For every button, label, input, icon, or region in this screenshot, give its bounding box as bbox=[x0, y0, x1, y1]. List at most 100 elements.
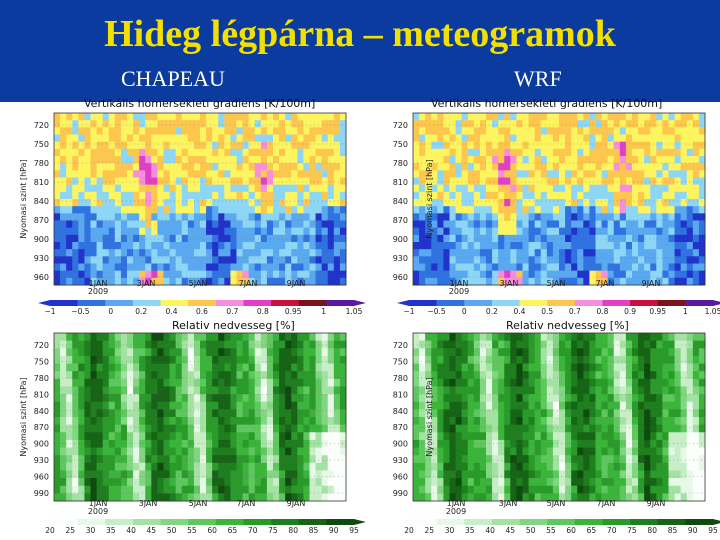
heatmap-cell bbox=[686, 220, 694, 229]
heatmap-cell bbox=[169, 485, 177, 494]
heatmap-cell bbox=[120, 277, 128, 286]
heatmap-cell bbox=[102, 177, 110, 186]
heatmap-cell bbox=[431, 401, 438, 410]
heatmap-cell bbox=[522, 455, 529, 464]
heatmap-cell bbox=[187, 424, 195, 433]
heatmap-cell bbox=[437, 120, 444, 128]
heatmap-cell bbox=[479, 249, 487, 257]
heatmap-cell bbox=[206, 199, 213, 207]
heatmap-cell bbox=[224, 256, 231, 264]
heatmap-field bbox=[413, 333, 706, 502]
heatmap-cell bbox=[583, 355, 590, 364]
heatmap-cell bbox=[309, 134, 316, 143]
heatmap-cell bbox=[486, 263, 493, 272]
heatmap-cell bbox=[54, 263, 61, 272]
heatmap-cell bbox=[498, 120, 505, 128]
heatmap-cell bbox=[127, 417, 134, 426]
heatmap-cell bbox=[510, 134, 517, 143]
colorbar-segment bbox=[602, 519, 631, 525]
heatmap-cell bbox=[619, 394, 627, 403]
heatmap-cell bbox=[169, 439, 177, 448]
heatmap-cell bbox=[595, 170, 602, 178]
heatmap-cell bbox=[212, 191, 219, 200]
heatmap-cell bbox=[127, 333, 134, 342]
heatmap-cell bbox=[90, 120, 97, 128]
heatmap-cell bbox=[680, 409, 688, 418]
heatmap-cell bbox=[516, 256, 523, 264]
heatmap-cell bbox=[583, 363, 590, 372]
heatmap-cell bbox=[127, 378, 134, 387]
heatmap-cell bbox=[522, 333, 529, 342]
heatmap-cell bbox=[54, 163, 61, 171]
heatmap-cell bbox=[273, 470, 280, 479]
heatmap-cell bbox=[455, 263, 463, 272]
heatmap-cell bbox=[157, 348, 164, 357]
heatmap-cell bbox=[650, 493, 657, 502]
heatmap-cell bbox=[248, 470, 256, 479]
heatmap-cell bbox=[534, 213, 542, 221]
heatmap-cell bbox=[254, 220, 262, 229]
heatmap-cell bbox=[212, 401, 219, 410]
heatmap-cell bbox=[224, 401, 231, 410]
heatmap-cell bbox=[212, 432, 219, 441]
heatmap-cell bbox=[315, 455, 323, 464]
heatmap-cell bbox=[486, 462, 493, 471]
heatmap-cell bbox=[339, 163, 347, 171]
heatmap-cell bbox=[193, 199, 201, 207]
heatmap-cell bbox=[698, 348, 706, 357]
heatmap-cell bbox=[102, 432, 110, 441]
heatmap-cell bbox=[218, 127, 225, 135]
colorbar: −1 −0.5 0 0.2 0.4 0.5 0.7 0.8 0.9 0.95 1 1.05 bbox=[397, 300, 720, 316]
heatmap-cell bbox=[546, 493, 554, 502]
heatmap-cell bbox=[273, 249, 280, 257]
heatmap-cell bbox=[181, 485, 189, 494]
heatmap-cell bbox=[163, 493, 170, 502]
heatmap-cell bbox=[236, 340, 243, 349]
heatmap-cell bbox=[650, 184, 657, 193]
heatmap-cell bbox=[200, 355, 207, 364]
heatmap-cell bbox=[114, 447, 122, 456]
heatmap-cell bbox=[692, 394, 700, 403]
heatmap-cell bbox=[449, 386, 456, 395]
heatmap-cell bbox=[625, 462, 633, 471]
heatmap-cell bbox=[72, 113, 79, 121]
heatmap-cell bbox=[425, 127, 432, 135]
heatmap-cell bbox=[273, 213, 280, 221]
heatmap-cell bbox=[139, 170, 146, 178]
heatmap-cell bbox=[127, 199, 134, 207]
heatmap-cell bbox=[644, 277, 651, 286]
heatmap-cell bbox=[565, 485, 572, 494]
heatmap-cell bbox=[425, 263, 432, 272]
heatmap-cell bbox=[425, 177, 432, 186]
heatmap-cell bbox=[437, 163, 444, 171]
heatmap-cell bbox=[72, 493, 79, 502]
heatmap-cell bbox=[425, 401, 432, 410]
heatmap-cell bbox=[522, 220, 529, 229]
heatmap-cell bbox=[315, 371, 323, 380]
heatmap-cell bbox=[419, 163, 426, 171]
heatmap-cell bbox=[84, 485, 91, 494]
heatmap-cell bbox=[66, 191, 73, 200]
heatmap-cell bbox=[315, 424, 323, 433]
colorbar-tick-label: 1 bbox=[321, 307, 326, 316]
colorbar-segment bbox=[630, 519, 659, 525]
heatmap-cell bbox=[133, 470, 140, 479]
heatmap-cell bbox=[54, 141, 61, 150]
colorbar-segment bbox=[630, 300, 659, 306]
heatmap-cell bbox=[84, 432, 91, 441]
heatmap-cell bbox=[230, 378, 237, 387]
heatmap-cell bbox=[528, 432, 536, 441]
heatmap-cell bbox=[260, 417, 268, 426]
colorbar-tick-label: 0.95 bbox=[649, 307, 666, 316]
heatmap-cell bbox=[479, 333, 487, 342]
colorbar-tick-label: 0 bbox=[108, 307, 113, 316]
colorbar-end-right bbox=[713, 519, 720, 525]
heatmap-cell bbox=[686, 348, 694, 357]
heatmap-cell bbox=[321, 242, 329, 250]
heatmap-cell bbox=[315, 340, 323, 349]
heatmap-cell bbox=[565, 263, 572, 272]
heatmap-cell bbox=[175, 177, 183, 186]
heatmap-cell bbox=[437, 191, 444, 200]
heatmap-cell bbox=[698, 371, 706, 380]
heatmap-cell bbox=[443, 163, 450, 171]
